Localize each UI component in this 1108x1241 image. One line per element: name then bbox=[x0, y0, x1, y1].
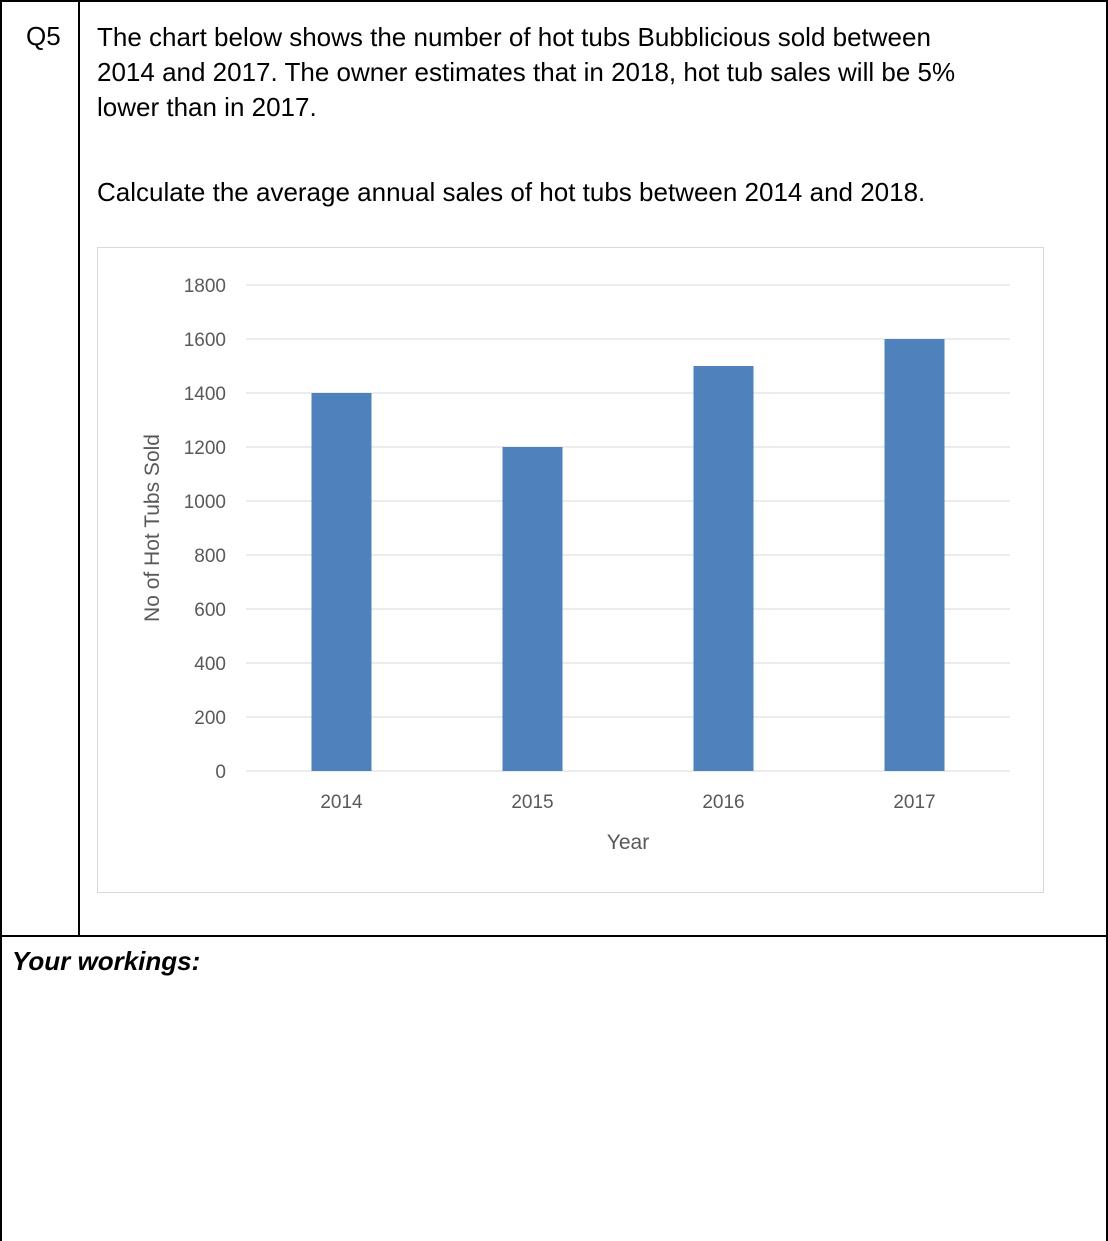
workings-label: Your workings: bbox=[12, 946, 201, 976]
y-tick-label: 600 bbox=[194, 600, 226, 621]
question-text: The chart below shows the number of hot … bbox=[97, 22, 956, 122]
bar-chart: 0 200 400 600 800 1000 1200 1400 1600 1800 2014 201… bbox=[141, 276, 1010, 854]
bar-2017 bbox=[884, 339, 945, 771]
x-tick-label: 2016 bbox=[702, 792, 744, 813]
row-divider bbox=[0, 935, 1108, 937]
y-tick-label: 400 bbox=[194, 654, 226, 675]
chart-container: 0 200 400 600 800 1000 1200 1400 1600 1800 2014 201… bbox=[97, 247, 1044, 893]
x-tick-label: 2017 bbox=[893, 792, 935, 813]
y-tick-label: 1600 bbox=[184, 330, 226, 351]
bar-2016 bbox=[693, 366, 754, 771]
y-tick-label: 1800 bbox=[184, 276, 226, 297]
x-tick-label: 2015 bbox=[511, 792, 553, 813]
y-axis-title: No of Hot Tubs Sold bbox=[141, 434, 164, 622]
y-tick-label: 1400 bbox=[184, 384, 226, 405]
y-tick-label: 200 bbox=[194, 708, 226, 729]
question-number-cell: Q5 bbox=[0, 0, 80, 937]
y-tick-label: 1200 bbox=[184, 438, 226, 459]
question-number: Q5 bbox=[26, 21, 61, 51]
y-tick-label: 1000 bbox=[184, 492, 226, 513]
y-tick-label: 0 bbox=[215, 762, 226, 783]
bar-2015 bbox=[502, 447, 563, 771]
question-content: The chart below shows the number of hot … bbox=[97, 20, 1087, 125]
x-axis-title: Year bbox=[607, 831, 649, 854]
question-task: Calculate the average annual sales of ho… bbox=[97, 177, 926, 207]
y-tick-label: 800 bbox=[194, 546, 226, 567]
x-tick-label: 2014 bbox=[320, 792, 363, 813]
bar-2014 bbox=[311, 393, 372, 771]
